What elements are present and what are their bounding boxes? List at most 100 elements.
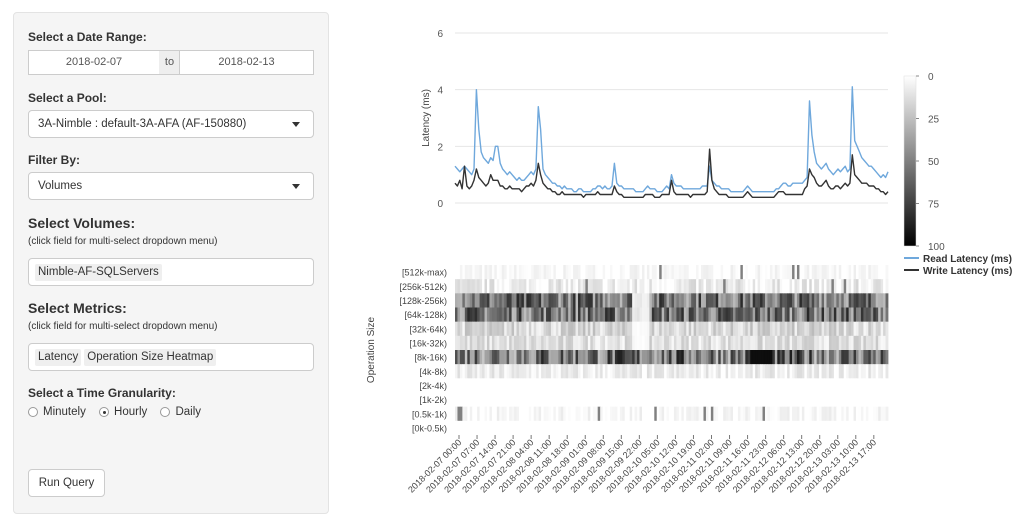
heatmap-cell bbox=[678, 321, 682, 337]
heatmap-cell bbox=[538, 321, 542, 337]
heatmap-cell bbox=[782, 350, 786, 365]
heatmap-cell bbox=[750, 364, 754, 379]
heatmap-cell bbox=[821, 307, 825, 322]
heatmap-cell bbox=[870, 406, 874, 422]
heatmap-cell bbox=[811, 307, 815, 322]
heatmap-cell bbox=[703, 293, 707, 308]
heatmap-cell bbox=[563, 335, 567, 351]
heatmap-cell bbox=[619, 392, 623, 407]
date-end-input[interactable]: 2018-02-13 bbox=[179, 50, 314, 75]
heatmap-cell bbox=[860, 265, 864, 280]
heatmap-cell bbox=[612, 392, 616, 407]
heatmap-cell bbox=[806, 392, 810, 407]
volumes-multiselect[interactable]: Nimble-AF-SQLServers bbox=[28, 258, 314, 286]
heatmap-cell bbox=[523, 378, 527, 393]
heatmap-cell bbox=[575, 350, 579, 365]
heatmap-cell bbox=[531, 279, 535, 294]
filter-select[interactable]: Volumes bbox=[28, 172, 314, 200]
heatmap-cell bbox=[693, 293, 697, 308]
heatmap-cell bbox=[878, 335, 882, 351]
radio-daily[interactable]: Daily bbox=[160, 406, 201, 418]
heatmap-cell bbox=[607, 420, 611, 436]
heatmap-cell bbox=[868, 378, 872, 393]
heatmap-cell bbox=[457, 279, 461, 294]
heatmap-cell bbox=[627, 406, 631, 422]
heatmap-cell bbox=[641, 378, 645, 393]
heatmap-cell bbox=[511, 420, 515, 436]
heatmap-cell bbox=[474, 364, 478, 379]
heatmap-cell bbox=[511, 392, 515, 407]
run-query-button[interactable]: Run Query bbox=[28, 469, 105, 497]
heatmap-cell bbox=[533, 279, 537, 294]
heatmap-cell bbox=[543, 307, 547, 322]
heatmap-cell bbox=[696, 335, 699, 351]
heatmap-cell bbox=[769, 279, 773, 294]
volume-tag[interactable]: Nimble-AF-SQLServers bbox=[35, 264, 162, 281]
heatmap-cell bbox=[482, 378, 485, 393]
heatmap-cell bbox=[585, 321, 589, 337]
heatmap-cell bbox=[784, 279, 788, 294]
heatmap-cell bbox=[833, 279, 837, 294]
heatmap-cell bbox=[757, 335, 761, 351]
heatmap-row-label: [2k-4k) bbox=[419, 381, 447, 391]
heatmap-cell bbox=[590, 265, 594, 280]
heatmap-cell bbox=[723, 335, 727, 351]
metric-tag-heatmap[interactable]: Operation Size Heatmap bbox=[84, 349, 217, 366]
heatmap-cell bbox=[538, 350, 542, 365]
heatmap-cell bbox=[828, 307, 832, 322]
heatmap-cell bbox=[518, 392, 522, 407]
heatmap-cell bbox=[575, 392, 579, 407]
heatmap-cell bbox=[536, 350, 540, 365]
date-start-input[interactable]: 2018-02-07 bbox=[28, 50, 160, 75]
heatmap-cell bbox=[728, 265, 731, 280]
heatmap-cell bbox=[477, 420, 480, 436]
heatmap-cell bbox=[718, 350, 722, 365]
heatmap-cell bbox=[838, 420, 842, 436]
heatmap-cell bbox=[587, 293, 591, 308]
heatmap-cell bbox=[494, 307, 498, 322]
heatmap-cell bbox=[760, 293, 763, 308]
heatmap-cell bbox=[590, 406, 594, 422]
radio-minutely[interactable]: Minutely bbox=[28, 406, 86, 418]
heatmap-cell bbox=[792, 420, 795, 436]
heatmap-cell bbox=[841, 350, 845, 365]
heatmap-cell bbox=[518, 265, 522, 280]
heatmap-cell bbox=[774, 364, 778, 379]
heatmap-cell bbox=[865, 293, 869, 308]
heatmap-cell bbox=[617, 335, 621, 351]
heatmap-cell bbox=[779, 364, 783, 379]
heatmap-cell bbox=[784, 293, 788, 308]
heatmap-cell bbox=[580, 420, 584, 436]
heatmap-cell bbox=[703, 279, 707, 294]
heatmap-cell bbox=[870, 335, 874, 351]
heatmap-cell bbox=[541, 293, 544, 308]
heatmap-cell bbox=[550, 279, 554, 294]
heatmap-cell bbox=[587, 335, 591, 351]
heatmap-cell bbox=[671, 279, 675, 294]
heatmap-cell bbox=[528, 321, 532, 337]
heatmap-cell bbox=[543, 293, 547, 308]
radio-hourly[interactable]: Hourly bbox=[99, 406, 147, 418]
heatmap-cell bbox=[661, 392, 665, 407]
heatmap-cell bbox=[609, 392, 613, 407]
heatmap-cell bbox=[656, 335, 660, 351]
heatmap-cell bbox=[509, 293, 512, 308]
heatmap-cell bbox=[605, 307, 608, 322]
pool-select[interactable]: 3A-Nimble : default-3A-AFA (AF-150880) bbox=[28, 110, 314, 138]
heatmap-cell bbox=[885, 293, 889, 308]
heatmap-cell bbox=[501, 420, 505, 436]
date-range-label: Select a Date Range: bbox=[28, 30, 147, 44]
heatmap-cell bbox=[514, 420, 517, 436]
heatmap-cell bbox=[789, 279, 793, 294]
metrics-multiselect[interactable]: Latency Operation Size Heatmap bbox=[28, 343, 314, 371]
heatmap-cell bbox=[496, 420, 500, 436]
heatmap-cell bbox=[560, 406, 564, 422]
heatmap-cell bbox=[883, 335, 886, 351]
heatmap-cell bbox=[811, 364, 815, 379]
heatmap-cell bbox=[531, 364, 535, 379]
heatmap-cell bbox=[553, 406, 557, 422]
heatmap-cell bbox=[809, 335, 813, 351]
heatmap-cell bbox=[457, 350, 461, 365]
heatmap-cell bbox=[843, 420, 847, 436]
metric-tag-latency[interactable]: Latency bbox=[35, 349, 82, 366]
